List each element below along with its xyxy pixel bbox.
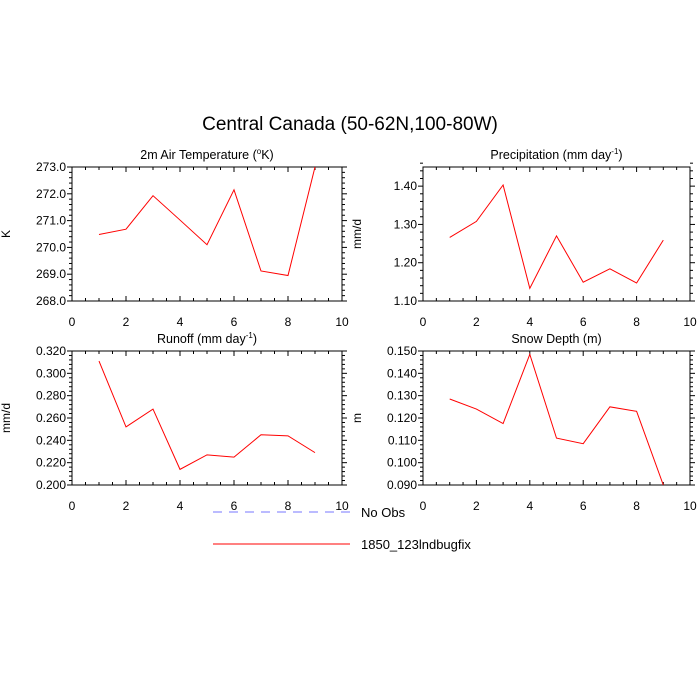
x-tick-label: 4 [177,499,184,513]
y-tick-label: 1.20 [394,256,418,270]
y-tick-label: 0.120 [387,411,417,425]
panel-title: 2m Air Temperature (oK) [140,147,273,162]
y-tick-label: 0.130 [387,389,417,403]
y-tick-label: 0.090 [387,478,417,492]
panels: 0 2 4 6 8 10268.0269.0270.0271.0272.0273.0K2m… [0,147,697,513]
y-ticks [67,350,347,486]
y-axis-label: K [0,230,13,238]
y-tick-label: 0.140 [387,366,417,380]
x-ticks [71,351,343,485]
x-tick-label: 2 [123,499,130,513]
x-ticks [71,167,343,301]
x-tick-label: 10 [335,499,349,513]
x-ticks [422,167,691,301]
y-tick-label: 273.0 [36,160,66,174]
y-tick-label: 0.260 [36,411,66,425]
y-ticks [418,162,695,302]
panel-runoff: 0 2 4 6 8 10 0.200 0.220 0.240 0.260 0.280 0.300 0.3… [0,331,349,513]
x-tick-label: 6 [231,499,238,513]
panel-title: Snow Depth (m) [511,332,601,346]
panel-title: Runoff (mm day-1) [157,331,257,346]
panel-title-end: K) [261,148,274,162]
x-tick-label: 0 [69,499,76,513]
panel-title: Precipitation (mm day-1) [490,147,622,162]
x-tick-label: 8 [633,499,640,513]
x-tick-label: 0 [420,499,427,513]
x-tick-label: 4 [177,315,184,329]
y-tick-label: 270.0 [36,240,66,254]
panel-precipitation: 0 2 4 6 8 10 1.10 1.20 1.30 1.40 mm/d Precipitation… [350,147,697,329]
x-tick-label: 8 [285,315,292,329]
y-tick-label: 272.0 [36,187,66,201]
x-tick-label: 0 [69,315,76,329]
panel-snow-depth: 0 2 4 6 8 10 0.090 0.100 0.110 0.120 0.130 0.140 0.1… [350,332,697,513]
plot-frame [422,350,691,486]
y-tick-label: 0.150 [387,344,417,358]
x-tick-label: 10 [335,315,349,329]
series-line-precipitation [449,183,664,290]
legend-label-no-obs: No Obs [361,505,406,520]
x-tick-label: 10 [683,499,697,513]
panel-title-text: 2m Air Temperature ( [140,148,257,162]
x-tick-label: 10 [683,315,697,329]
x-tick-label: 0 [420,315,427,329]
x-ticks [422,351,691,485]
x-tick-label: 6 [580,315,587,329]
y-tick-label: 268.0 [36,294,66,308]
series-line-air-temperature [98,167,316,277]
y-tick-label: 0.200 [36,478,66,492]
panel-title-superscript: o [257,147,262,156]
y-tick-label: 0.220 [36,456,66,470]
plot-frame [71,166,343,302]
y-tick-label: 0.320 [36,344,66,358]
panel-title-text: Snow Depth (m) [511,332,601,346]
y-tick-label: 269.0 [36,267,66,281]
plot-frame [71,350,343,486]
y-tick-label: 0.110 [388,433,417,447]
x-tick-label: 8 [633,315,640,329]
y-tick-label: 0.280 [36,389,66,403]
y-tick-label: 0.100 [387,456,417,470]
x-tick-label: 2 [473,499,480,513]
y-tick-label: 1.10 [394,294,418,308]
x-tick-label: 6 [231,315,238,329]
plot-frame [422,166,691,302]
y-axis-label: m [350,413,364,423]
series-line-runoff [98,360,316,471]
x-tick-label: 4 [526,499,533,513]
y-tick-label: 0.240 [36,433,66,447]
panel-title-text: Runoff (mm day [157,332,246,346]
x-tick-label: 8 [285,499,292,513]
y-tick-label: 0.300 [36,366,66,380]
y-ticks [418,350,695,486]
panel-title-superscript: -1 [246,331,254,340]
panel-title-text: Precipitation (mm day [490,148,612,162]
y-axis-label: mm/d [0,403,13,433]
y-tick-label: 271.0 [36,214,66,228]
y-tick-label: 1.40 [394,179,418,193]
y-axis-label: mm/d [350,219,364,249]
series-line-snow-depth [449,352,664,485]
x-tick-label: 6 [580,499,587,513]
y-ticks [67,166,347,302]
panel-title-end: ) [618,148,622,162]
legend: No Obs 1850_123lndbugfix [213,505,471,552]
x-tick-label: 4 [526,315,533,329]
panel-title-end: ) [253,332,257,346]
chart-title: Central Canada (50-62N,100-80W) [202,114,498,135]
x-tick-label: 2 [473,315,480,329]
panel-air-temperature: 0 2 4 6 8 10 268.0 269.0 270.0 271.0 272.0 273.0 K 2m… [0,147,349,329]
legend-label-model: 1850_123lndbugfix [361,537,471,552]
y-tick-label: 1.30 [394,217,418,231]
x-tick-label: 2 [123,315,130,329]
panel-title-superscript: -1 [611,147,619,156]
